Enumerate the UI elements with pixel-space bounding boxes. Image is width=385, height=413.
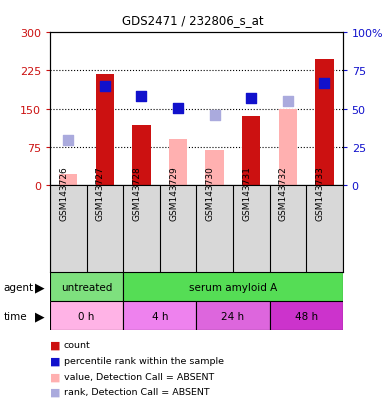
Point [321, 81, 327, 87]
Text: serum amyloid A: serum amyloid A [189, 282, 277, 292]
Bar [242, 117, 260, 186]
Text: ■: ■ [50, 340, 60, 350]
Text: ▶: ▶ [35, 280, 45, 294]
Text: GSM143727: GSM143727 [96, 166, 105, 220]
Bar [270, 301, 343, 330]
Bar [96, 75, 114, 186]
Text: 4 h: 4 h [152, 311, 168, 321]
Text: GSM143730: GSM143730 [206, 166, 215, 220]
Text: time: time [4, 311, 27, 321]
Bar [59, 175, 77, 186]
Text: percentile rank within the sample: percentile rank within the sample [64, 356, 224, 365]
Bar [132, 126, 151, 186]
Text: GDS2471 / 232806_s_at: GDS2471 / 232806_s_at [122, 14, 263, 27]
Text: ■: ■ [50, 356, 60, 366]
Bar [123, 301, 196, 330]
Text: GSM143728: GSM143728 [132, 166, 142, 220]
Text: GSM143731: GSM143731 [242, 166, 251, 220]
Point [285, 99, 291, 105]
Bar [315, 60, 333, 186]
Bar [279, 109, 297, 186]
Text: 0 h: 0 h [79, 311, 95, 321]
Point [139, 93, 145, 100]
Text: 24 h: 24 h [221, 311, 244, 321]
Point [65, 138, 72, 144]
Text: agent: agent [4, 282, 34, 292]
Text: GSM143726: GSM143726 [59, 166, 69, 220]
Text: GSM143733: GSM143733 [315, 166, 324, 220]
Point [102, 83, 108, 90]
Point [248, 96, 254, 102]
Text: ▶: ▶ [35, 309, 45, 323]
Point [175, 105, 181, 112]
Text: 48 h: 48 h [295, 311, 318, 321]
Bar [206, 150, 224, 186]
Bar [196, 301, 270, 330]
Bar [50, 273, 123, 301]
Text: untreated: untreated [61, 282, 112, 292]
Text: rank, Detection Call = ABSENT: rank, Detection Call = ABSENT [64, 387, 209, 396]
Text: value, Detection Call = ABSENT: value, Detection Call = ABSENT [64, 372, 214, 381]
Text: count: count [64, 340, 90, 349]
Text: GSM143729: GSM143729 [169, 166, 178, 220]
Point [212, 112, 218, 119]
Bar [50, 301, 123, 330]
Text: ■: ■ [50, 387, 60, 397]
Bar [169, 140, 187, 186]
Text: GSM143732: GSM143732 [279, 166, 288, 220]
Bar [123, 273, 343, 301]
Text: ■: ■ [50, 371, 60, 381]
